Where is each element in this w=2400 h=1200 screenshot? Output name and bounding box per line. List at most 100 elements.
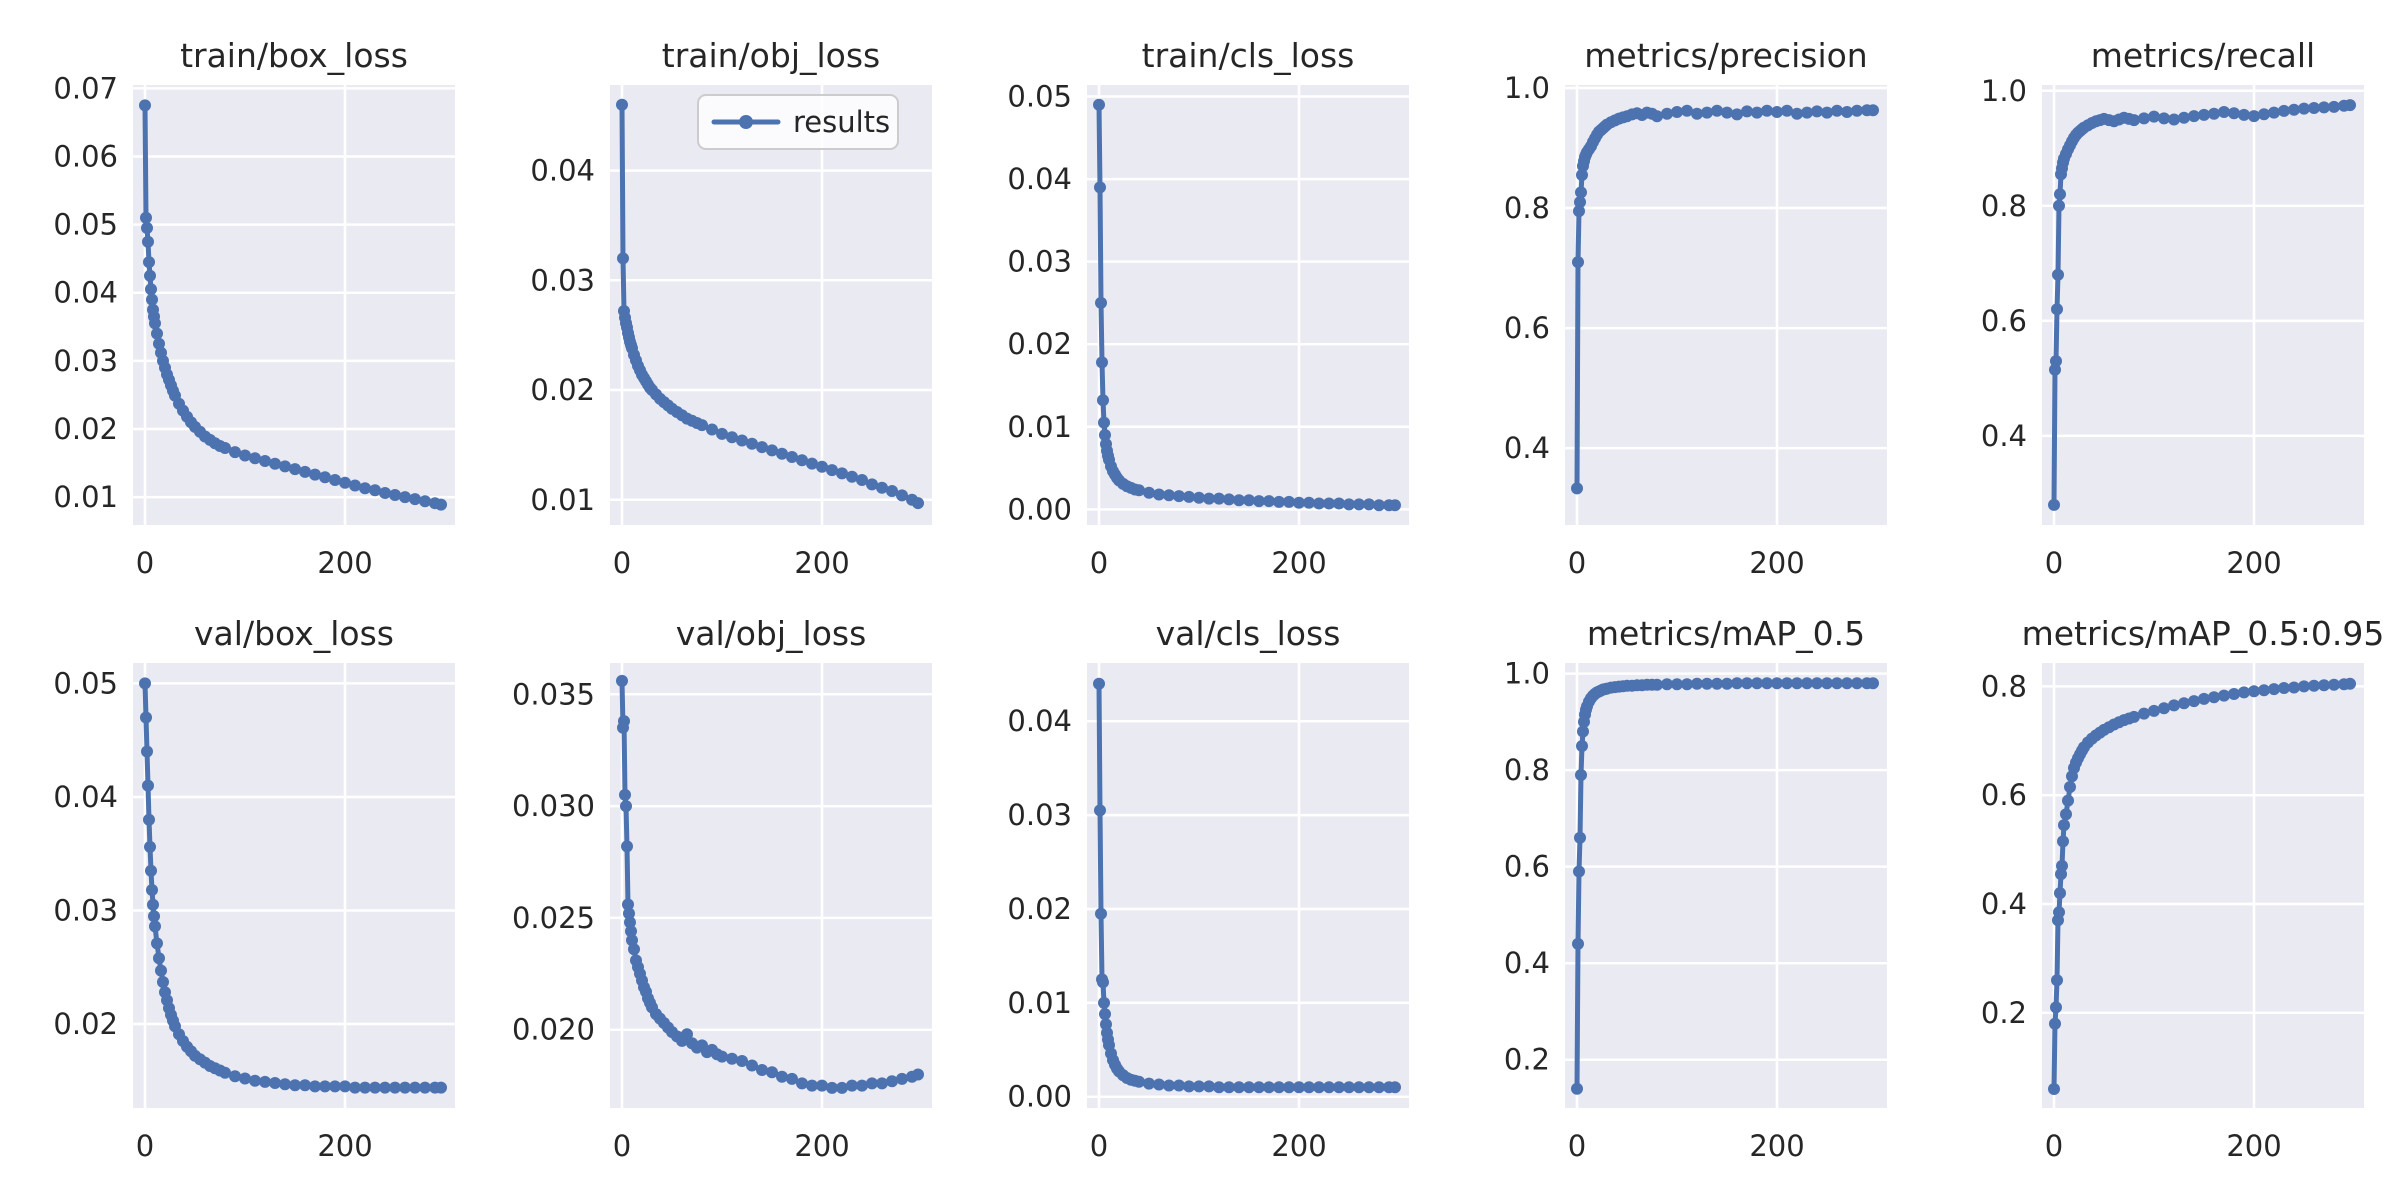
data-point-marker	[1283, 495, 1295, 508]
data-point-marker	[1574, 831, 1586, 844]
data-point-marker	[1133, 484, 1145, 497]
data-point-marker	[2308, 679, 2320, 692]
data-point-marker	[1173, 490, 1185, 503]
data-point-marker	[806, 1079, 818, 1092]
data-point-marker	[1233, 494, 1245, 507]
data-point-marker	[1183, 490, 1195, 503]
data-point-marker	[756, 1064, 768, 1076]
data-point-marker	[1143, 486, 1155, 499]
data-point-marker	[155, 964, 167, 977]
data-point-marker	[866, 478, 878, 491]
data-point-marker	[786, 451, 798, 463]
data-point-marker	[776, 1070, 788, 1083]
data-point-marker	[1571, 1082, 1583, 1095]
y-tick-label: 0.8	[1504, 753, 1550, 787]
data-point-marker	[681, 1028, 693, 1041]
y-tick-label: 0.4	[1981, 419, 2027, 453]
subplot-train/cls_loss: 0.00 0.01 0.02 0.03 0.04 0.05 0 200 train/cls_lo…	[1007, 36, 1409, 580]
data-point-marker	[1711, 677, 1723, 690]
data-point-marker	[339, 476, 351, 489]
data-point-marker	[279, 1078, 291, 1091]
y-tick-label: 0.02	[53, 1007, 118, 1041]
data-point-marker	[1095, 907, 1107, 920]
data-point-marker	[1143, 1077, 1155, 1090]
data-point-marker	[1801, 106, 1813, 119]
y-tick-label: 0.04	[1007, 704, 1072, 738]
data-point-marker	[1681, 678, 1693, 691]
data-point-marker	[776, 447, 788, 460]
x-tick-label: 200	[2226, 1129, 2281, 1163]
data-point-marker	[1389, 1081, 1401, 1094]
data-point-marker	[2268, 683, 2280, 696]
data-point-marker	[139, 677, 151, 690]
data-point-marker	[289, 463, 301, 476]
subplot-metrics/mAP_0.5: 0.2 0.4 0.6 0.8 1.0 0 200 metrics/mAP_0.5	[1504, 614, 1887, 1163]
data-point-marker	[1253, 495, 1265, 508]
data-point-marker	[369, 484, 381, 497]
y-tick-label: 0.04	[1007, 162, 1072, 196]
x-tick-label: 200	[794, 1129, 849, 1163]
data-point-marker	[1681, 104, 1693, 117]
x-tick-label: 200	[1749, 546, 1804, 580]
x-tick-label: 0	[613, 546, 631, 580]
data-point-marker	[1651, 110, 1663, 123]
data-point-marker	[876, 481, 888, 494]
data-point-marker	[349, 479, 361, 492]
data-point-marker	[1573, 865, 1585, 878]
data-point-marker	[1283, 1081, 1295, 1094]
data-point-marker	[1573, 205, 1585, 218]
data-point-marker	[2318, 101, 2330, 114]
data-point-marker	[2178, 697, 2190, 710]
data-point-marker	[2258, 108, 2270, 121]
y-tick-label: 0.01	[1007, 986, 1072, 1020]
y-tick-label: 0.4	[1504, 946, 1550, 980]
data-point-marker	[2054, 887, 2066, 900]
data-point-marker	[1572, 937, 1584, 950]
data-point-marker	[746, 1059, 758, 1072]
data-point-marker	[846, 1079, 858, 1092]
y-tick-label: 0.02	[530, 373, 595, 407]
data-point-marker	[624, 916, 636, 929]
plot-area	[2042, 85, 2364, 525]
data-point-marker	[706, 423, 718, 436]
data-point-marker	[2058, 819, 2070, 832]
data-point-marker	[716, 427, 728, 440]
data-point-marker	[219, 1066, 231, 1079]
data-point-marker	[616, 98, 628, 111]
data-point-marker	[1153, 488, 1165, 501]
plot-area	[133, 663, 455, 1108]
data-point-marker	[389, 1081, 401, 1094]
plot-area	[1565, 85, 1887, 525]
data-point-marker	[269, 457, 281, 470]
data-point-marker	[1098, 416, 1110, 429]
data-point-marker	[339, 1080, 351, 1093]
data-point-marker	[1233, 1081, 1245, 1094]
data-point-marker	[866, 1077, 878, 1090]
data-point-marker	[886, 485, 898, 497]
data-point-marker	[259, 1075, 271, 1088]
data-point-marker	[1098, 996, 1110, 1009]
data-point-marker	[1093, 98, 1105, 111]
data-point-marker	[409, 493, 421, 506]
x-tick-label: 200	[2226, 546, 2281, 580]
subplot-train/obj_loss: 0.01 0.02 0.03 0.04 0 200 train/obj_lossresult…	[530, 36, 932, 580]
y-tick-label: 0.025	[512, 901, 595, 935]
data-point-marker	[1173, 1079, 1185, 1092]
data-point-marker	[2228, 107, 2240, 120]
data-point-marker	[144, 269, 156, 282]
data-point-marker	[2198, 692, 2210, 705]
data-point-marker	[419, 495, 431, 508]
data-point-marker	[716, 1050, 728, 1063]
plot-area	[1087, 85, 1409, 525]
data-point-marker	[1343, 1081, 1355, 1094]
data-point-marker	[329, 1080, 341, 1093]
data-point-marker	[259, 455, 271, 467]
data-point-marker	[1811, 677, 1823, 690]
y-tick-label: 0.04	[530, 154, 595, 188]
data-point-marker	[1313, 1081, 1325, 1094]
data-point-marker	[1701, 677, 1713, 690]
legend-marker-sample	[739, 115, 753, 129]
subplot-title: train/cls_loss	[1142, 36, 1355, 75]
data-point-marker	[409, 1081, 421, 1094]
